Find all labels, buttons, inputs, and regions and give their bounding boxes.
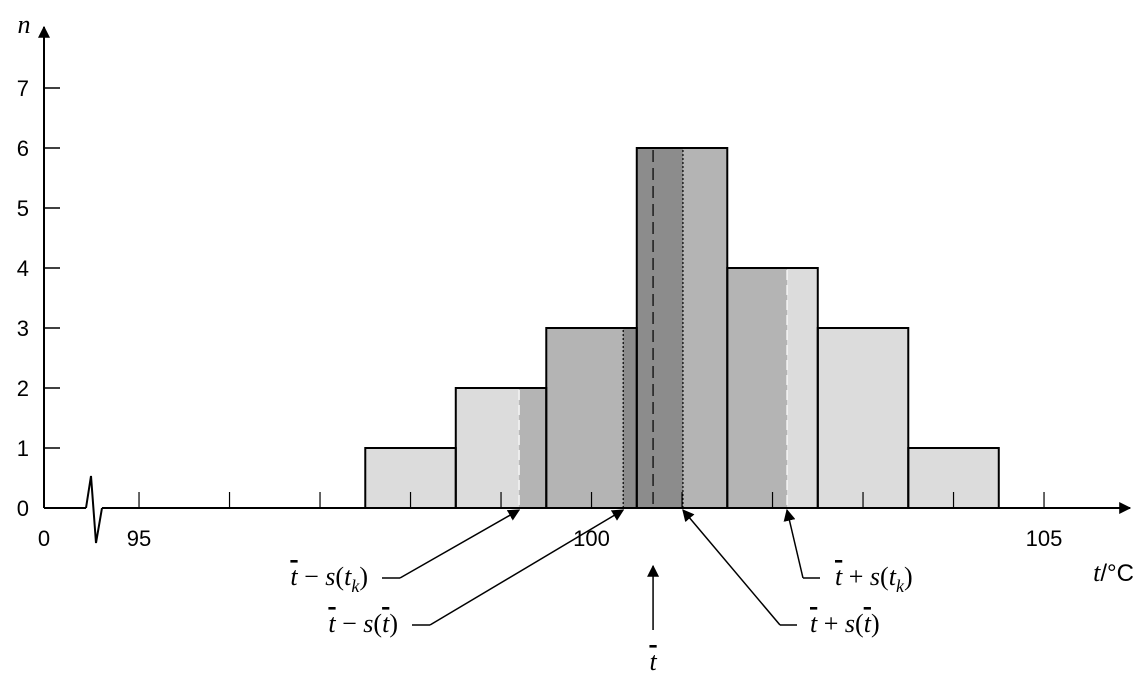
annotations: t − s(tk) t − s(t) t + s(tk) t + s(t) t	[290, 508, 913, 676]
y-axis-label: n	[18, 10, 31, 39]
x-tick-label: 100	[573, 526, 610, 551]
mean-plus-smean-arrow	[682, 509, 781, 626]
y-tick-label: 5	[17, 196, 29, 221]
histogram-bar	[817, 328, 909, 508]
mean-plus-stk-label: t + s(tk)	[835, 562, 913, 596]
mean-minus-stk-arrow	[399, 509, 521, 579]
std-tk-region	[546, 328, 637, 508]
y-tick-label: 6	[17, 136, 29, 161]
x-axis-label: t/°C	[1093, 558, 1134, 587]
y-tick-label: 4	[17, 256, 29, 281]
y-tick-label: 2	[17, 376, 29, 401]
std-tk-region	[727, 268, 788, 508]
y-tick-label: 1	[17, 436, 29, 461]
y-tick-label: 3	[17, 316, 29, 341]
mean-plus-smean-label: t + s(t)	[810, 609, 880, 638]
mean-minus-stk-label: t − s(tk)	[290, 562, 368, 596]
std-tk-region	[519, 388, 547, 508]
y-tick-label: 0	[17, 496, 29, 521]
x-tick-label: 105	[1026, 526, 1063, 551]
x-axis-break-symbol	[85, 475, 103, 544]
mean-minus-smean-arrow	[429, 509, 625, 626]
x-tick-label: 95	[127, 526, 151, 551]
std-shading	[519, 148, 788, 508]
x-origin-label: 0	[38, 526, 50, 551]
std-mean-region	[636, 148, 683, 508]
mean-label: t	[649, 647, 657, 676]
mean-plus-stk-arrow	[783, 508, 804, 579]
std-mean-region	[623, 328, 637, 508]
mean-minus-smean-label: t − s(t)	[328, 609, 398, 638]
std-guide-lines	[518, 150, 788, 508]
y-tick-label: 7	[17, 76, 29, 101]
axes: n 0 1 2 3 4 5 6 7 0 95 100 105 t/°C	[17, 10, 1134, 587]
